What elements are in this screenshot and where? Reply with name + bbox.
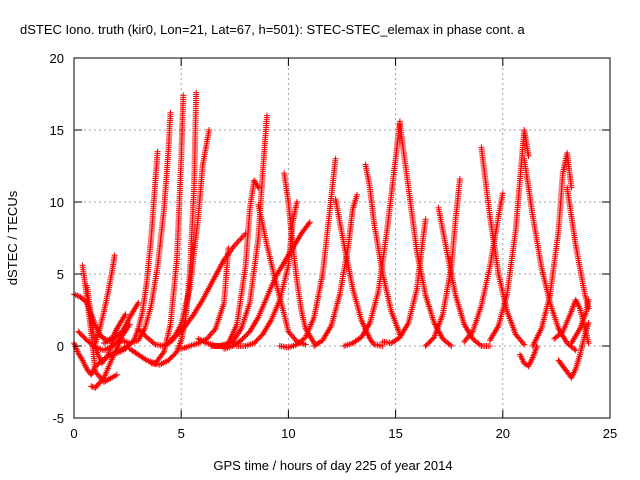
x-tick-label: 20 <box>496 426 510 441</box>
series-19 <box>233 199 300 349</box>
y-tick-label: 0 <box>57 339 64 354</box>
series-18-markers <box>255 201 309 348</box>
series-5 <box>92 252 118 347</box>
series-38-markers <box>564 184 592 312</box>
series-5-markers <box>92 252 118 347</box>
series-22-markers <box>311 191 360 349</box>
series-20-markers <box>276 155 339 351</box>
series-25 <box>362 161 403 338</box>
series-10 <box>126 92 187 367</box>
series-21-markers <box>281 170 318 347</box>
series-8 <box>118 109 174 347</box>
series-38 <box>564 184 592 312</box>
x-tick-label: 0 <box>70 426 77 441</box>
x-axis-label: GPS time / hours of day 225 of year 2014 <box>213 458 452 473</box>
series-23-markers <box>332 196 386 349</box>
series-23 <box>332 196 386 349</box>
series-18 <box>255 201 309 348</box>
series-20 <box>276 155 339 351</box>
series-7 <box>113 148 161 357</box>
y-tick-label: 15 <box>50 123 64 138</box>
series-4 <box>88 335 125 391</box>
series-16 <box>208 177 262 349</box>
y-axis-label: dSTEC / TECUs <box>5 190 20 285</box>
series-29-markers <box>435 204 493 349</box>
series-35-markers <box>529 150 575 349</box>
x-tick-label: 25 <box>603 426 617 441</box>
series-29 <box>435 204 493 349</box>
series-19-markers <box>233 199 300 349</box>
series-8-markers <box>118 109 174 347</box>
series-4-markers <box>88 335 125 391</box>
x-tick-label: 5 <box>178 426 185 441</box>
series-12 <box>148 89 200 368</box>
series-39 <box>568 296 592 347</box>
series-9-markers <box>101 299 142 347</box>
series-33-markers <box>517 343 541 370</box>
series-7-markers <box>113 148 161 357</box>
series-21 <box>281 170 318 347</box>
series-22 <box>311 191 360 349</box>
series-32-markers <box>486 127 532 344</box>
data-points <box>71 89 592 391</box>
series-33 <box>517 343 541 370</box>
y-tick-label: 20 <box>50 51 64 66</box>
series-12-markers <box>148 89 200 368</box>
series-10-markers <box>126 92 187 367</box>
y-tick-label: 5 <box>57 267 64 282</box>
x-tick-label: 15 <box>388 426 402 441</box>
series-35 <box>529 150 575 349</box>
series-28 <box>422 176 463 349</box>
series-25-markers <box>362 161 403 338</box>
series-9 <box>101 299 142 347</box>
y-tick-label: 10 <box>50 195 64 210</box>
series-32 <box>486 127 532 344</box>
plot-frame <box>73 57 611 419</box>
series-39-markers <box>568 296 592 347</box>
series-37 <box>555 320 592 381</box>
series-28-markers <box>422 176 463 349</box>
series-16-markers <box>208 177 262 349</box>
x-tick-label: 10 <box>281 426 295 441</box>
series-24 <box>341 118 403 349</box>
series-24-markers <box>341 118 403 349</box>
series-37-markers <box>555 320 592 381</box>
chart-title: dSTEC Iono. truth (kir0, Lon=21, Lat=67,… <box>20 22 526 37</box>
y-tick-label: -5 <box>52 411 64 426</box>
axis-ticks: 0 5 10 15 20 25 -5 0 5 10 15 20 <box>50 51 618 441</box>
